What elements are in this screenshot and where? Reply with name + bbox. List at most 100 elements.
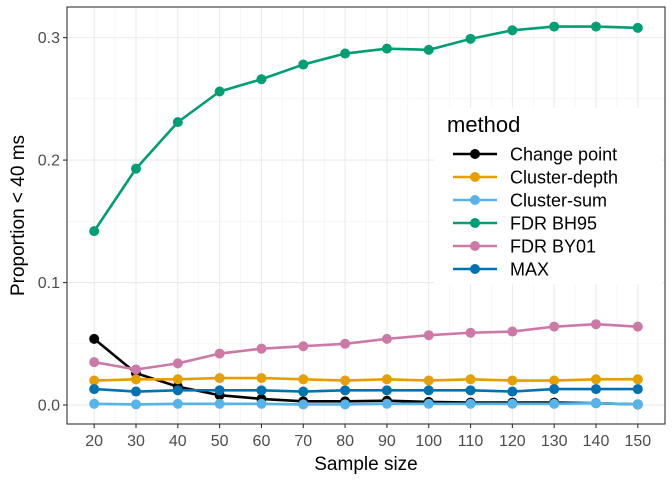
- legend-label: Cluster-depth: [510, 168, 618, 188]
- data-point-cluster-sum: [214, 398, 225, 409]
- data-point-cluster-sum: [549, 398, 560, 409]
- data-point-fdr-bh95: [591, 21, 601, 32]
- data-point-fdr-by01: [465, 327, 476, 338]
- legend-label: MAX: [510, 260, 549, 280]
- data-point-fdr-bh95: [632, 22, 643, 33]
- legend-item-fdr-by01: FDR BY01: [453, 237, 596, 257]
- series-cluster-depth: [89, 373, 643, 386]
- y-axis-title: Proportion < 40 ms: [8, 135, 29, 296]
- data-point-cluster-sum: [340, 399, 351, 410]
- data-point-cluster-depth: [131, 374, 141, 385]
- data-point-cluster-sum: [381, 398, 392, 409]
- data-point-fdr-bh95: [298, 59, 309, 70]
- data-point-change-point: [89, 333, 100, 344]
- data-point-max: [89, 384, 100, 395]
- data-point-cluster-sum: [256, 398, 267, 409]
- data-point-cluster-depth: [507, 375, 518, 386]
- data-point-max: [256, 385, 267, 396]
- data-point-fdr-by01: [340, 338, 351, 349]
- data-point-cluster-sum: [172, 398, 183, 409]
- data-point-fdr-by01: [89, 357, 100, 368]
- data-point-fdr-by01: [549, 321, 560, 332]
- data-point-fdr-by01: [423, 330, 434, 341]
- legend-item-max: MAX: [453, 260, 549, 280]
- x-tick-label: 110: [458, 433, 484, 450]
- data-point-cluster-depth: [298, 374, 309, 385]
- data-point-max: [465, 385, 476, 396]
- data-point-fdr-by01: [381, 333, 392, 344]
- data-point-fdr-bh95: [131, 163, 141, 174]
- data-point-fdr-bh95: [507, 25, 518, 36]
- x-tick-label: 90: [378, 433, 396, 450]
- data-point-fdr-by01: [214, 348, 225, 359]
- data-point-cluster-depth: [465, 374, 476, 385]
- x-tick-label: 60: [253, 433, 271, 450]
- series-cluster-sum: [89, 398, 643, 410]
- x-axis-title: Sample size: [314, 454, 418, 475]
- data-point-max: [549, 384, 560, 395]
- legend-label: Change point: [510, 145, 617, 165]
- data-point-cluster-sum: [298, 399, 309, 410]
- data-point-fdr-by01: [131, 364, 141, 375]
- series-line-fdr-bh95: [93, 25, 638, 232]
- series-line-cluster-depth: [94, 376, 638, 382]
- data-point-cluster-sum: [507, 398, 518, 409]
- legend-item-change-point: Change point: [453, 145, 617, 165]
- data-point-fdr-bh95: [340, 48, 351, 59]
- x-tick-label: 100: [415, 433, 442, 450]
- y-tick-label: 0.1: [38, 275, 60, 292]
- legend-item-cluster-depth: Cluster-depth: [453, 168, 618, 188]
- x-tick-label: 20: [85, 433, 103, 450]
- legend-title: method: [447, 112, 520, 137]
- legend-label: Cluster-sum: [510, 191, 607, 211]
- x-tick-label: 80: [336, 433, 354, 450]
- data-point-cluster-depth: [89, 375, 100, 386]
- data-point-cluster-depth: [172, 374, 183, 385]
- legend-item-cluster-sum: Cluster-sum: [453, 191, 607, 211]
- data-point-cluster-sum: [591, 398, 601, 409]
- data-point-max: [214, 385, 225, 396]
- data-point-max: [423, 385, 434, 396]
- data-point-cluster-sum: [423, 398, 434, 409]
- x-tick-label: 40: [169, 433, 187, 450]
- data-point-fdr-by01: [591, 319, 601, 330]
- data-point-fdr-by01: [507, 326, 518, 337]
- data-point-cluster-depth: [549, 375, 560, 386]
- data-point-cluster-depth: [381, 374, 392, 385]
- data-point-fdr-bh95: [89, 226, 100, 237]
- legend-key-point: [470, 264, 480, 274]
- data-point-cluster-depth: [256, 373, 267, 384]
- legend-label: FDR BH95: [510, 214, 597, 234]
- data-point-max: [507, 386, 518, 397]
- legend: method Change point Cluster-depth Cluster-…: [434, 108, 662, 284]
- x-tick-label: 50: [211, 433, 229, 450]
- legend-item-fdr-bh95: FDR BH95: [453, 214, 597, 234]
- x-tick-label: 120: [499, 433, 526, 450]
- data-point-fdr-bh95: [465, 33, 476, 44]
- series-line-max: [94, 387, 638, 393]
- y-tick-label: 0.0: [38, 398, 60, 415]
- y-axis: 0.0 0.1 0.2 0.3: [38, 30, 67, 415]
- legend-items: Change point Cluster-depth Cluster-sum FDR …: [453, 145, 618, 280]
- series-fdr-bh95: [89, 21, 643, 237]
- data-point-max: [172, 385, 183, 396]
- plot-panel-border: [66, 6, 666, 425]
- x-tick-label: 140: [583, 433, 610, 450]
- data-point-cluster-depth: [632, 374, 643, 385]
- data-point-max: [340, 385, 351, 396]
- data-point-fdr-bh95: [423, 44, 434, 55]
- data-point-cluster-depth: [423, 375, 434, 386]
- legend-key-point: [470, 172, 480, 182]
- data-point-cluster-sum: [131, 399, 141, 410]
- data-point-fdr-bh95: [381, 43, 392, 54]
- series-layer: [89, 21, 643, 410]
- legend-key-point: [470, 195, 480, 205]
- y-tick-label: 0.2: [38, 153, 60, 170]
- data-point-fdr-bh95: [214, 86, 225, 97]
- data-point-fdr-bh95: [256, 74, 267, 85]
- data-point-fdr-by01: [298, 341, 309, 352]
- legend-label: FDR BY01: [510, 237, 596, 257]
- legend-key-point: [470, 218, 480, 228]
- data-point-cluster-depth: [591, 374, 601, 385]
